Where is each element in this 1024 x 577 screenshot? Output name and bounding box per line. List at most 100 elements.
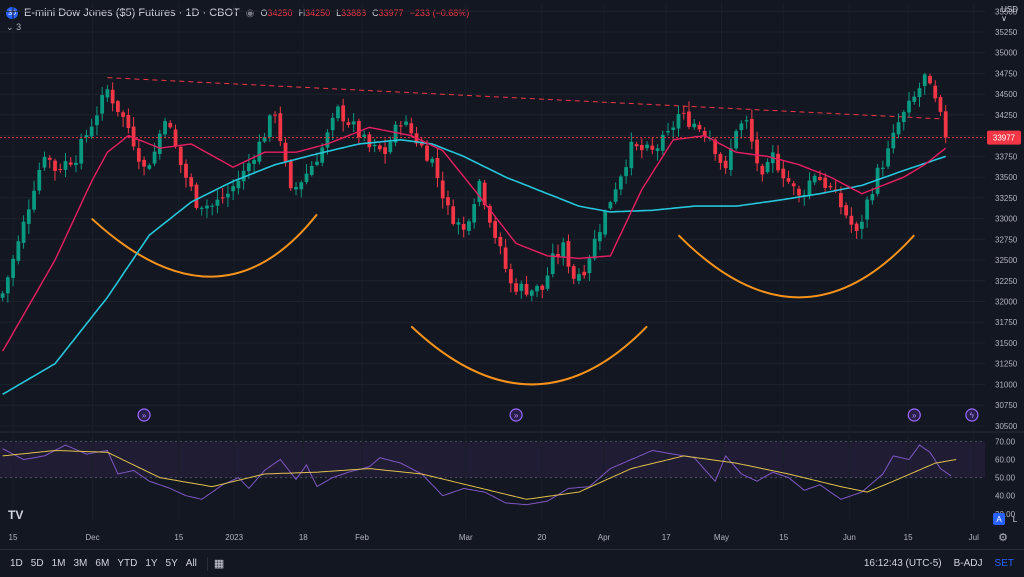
bottom-toolbar: 1D 5D 1M 3M 6M YTD 1Y 5Y All ▦ 16:12:43 (UTC-5) … [0, 549, 1024, 577]
y-tick-label: 35250 [995, 28, 1018, 37]
rsi-band [0, 441, 985, 478]
y-tick-label: 30750 [995, 401, 1018, 410]
range-button-5d[interactable]: 5D [30, 558, 44, 569]
candle [938, 97, 943, 112]
y-tick-label: 34250 [995, 111, 1018, 120]
candle [823, 177, 828, 188]
log-scale-button[interactable]: L [1012, 514, 1018, 524]
event-marker[interactable] [907, 408, 921, 422]
candle [257, 141, 262, 162]
candle [812, 175, 817, 183]
candle [278, 113, 283, 142]
candle [194, 184, 199, 208]
indicator-toggle[interactable]: ⌄ 3 [6, 22, 21, 33]
candle [121, 112, 126, 117]
event-marker[interactable] [137, 408, 151, 422]
lightning-icon[interactable]: ϟ [970, 411, 975, 420]
candle [907, 100, 911, 113]
candle [755, 139, 759, 164]
calendar-icon[interactable]: ▦ [213, 558, 225, 570]
range-button-1m[interactable]: 1M [51, 558, 66, 569]
dividend-icon[interactable]: » [912, 411, 917, 420]
range-button-ytd[interactable]: YTD [117, 558, 138, 569]
x-tick-label: Dec [85, 533, 99, 542]
candle [288, 161, 293, 189]
range-buttons: 1D 5D 1M 3M 6M YTD 1Y 5Y All [0, 558, 201, 569]
candle [472, 204, 477, 223]
gear-icon[interactable]: ⚙ [998, 532, 1008, 544]
session-toggle[interactable]: SET [994, 558, 1014, 569]
candle [357, 121, 361, 138]
candle [74, 162, 78, 166]
candle [508, 269, 513, 284]
range-button-6m[interactable]: 6M [95, 558, 110, 569]
candle [47, 157, 52, 160]
divider [206, 556, 208, 571]
candle [419, 142, 424, 146]
range-button-all[interactable]: All [185, 558, 197, 569]
range-button-1d[interactable]: 1D [10, 558, 23, 569]
candle [807, 180, 812, 195]
y-tick-label: 33500 [995, 173, 1018, 182]
eye-icon[interactable]: ◉ [245, 7, 255, 19]
range-button-1y[interactable]: 1Y [145, 558, 158, 569]
candle [776, 153, 780, 171]
dividend-icon[interactable]: » [514, 411, 519, 420]
rsi-tick-label: 70.00 [995, 437, 1016, 446]
candle [870, 194, 875, 201]
candle [252, 159, 256, 164]
candle [844, 205, 849, 216]
symbol-badge[interactable]: 30 [6, 7, 18, 19]
candle [833, 189, 838, 192]
candle [184, 163, 188, 178]
range-button-3m[interactable]: 3M [73, 558, 88, 569]
currency-selector[interactable]: USD ∨ [1001, 5, 1018, 23]
candle [687, 111, 691, 127]
candle [519, 283, 524, 291]
candle [131, 126, 136, 147]
y-tick-label: 33000 [995, 215, 1018, 224]
y-tick-label: 35000 [995, 49, 1018, 58]
candle [53, 160, 57, 171]
y-tick-label: 33750 [995, 152, 1018, 161]
candle [304, 173, 309, 183]
pattern-arc [410, 325, 648, 386]
auto-scale-button[interactable]: A [993, 513, 1005, 525]
adjustment-toggle[interactable]: B-ADJ [953, 558, 983, 569]
candle [215, 199, 220, 206]
y-tick-label: 32500 [995, 256, 1018, 265]
resistance-trendline [107, 77, 946, 120]
candle [89, 126, 94, 137]
y-tick-label: 33250 [995, 194, 1018, 203]
candle [634, 144, 639, 147]
candle [440, 180, 445, 199]
symbol-title[interactable]: E-mini Dow Jones ($5) Futures · 1D · CBO… [24, 7, 240, 19]
candle [556, 254, 560, 257]
tv-logo: TV [8, 508, 23, 522]
y-tick-label: 34750 [995, 69, 1018, 78]
event-marker[interactable] [509, 408, 523, 422]
candle [42, 156, 47, 168]
clock-time[interactable]: 16:12:43 (UTC-5) [863, 558, 942, 569]
event-marker[interactable] [965, 408, 979, 422]
candle [739, 123, 744, 131]
dividend-icon[interactable]: » [142, 411, 147, 420]
ohlc-legend: O34250 H34250 L33888 C33977 −233 (−0.68%… [260, 8, 470, 18]
candle [760, 165, 765, 175]
rsi-ma-line [2, 449, 957, 500]
candle [765, 162, 770, 173]
range-button-5y[interactable]: 5Y [165, 558, 178, 569]
candle [660, 134, 665, 151]
candle [467, 221, 471, 231]
candle [749, 118, 754, 142]
candle [666, 131, 670, 133]
candle [514, 283, 518, 292]
candle [210, 205, 215, 207]
candle [943, 111, 948, 138]
candle [629, 141, 634, 169]
candle [37, 169, 42, 191]
candle [21, 221, 26, 243]
candle [639, 144, 644, 151]
candle [283, 142, 288, 162]
